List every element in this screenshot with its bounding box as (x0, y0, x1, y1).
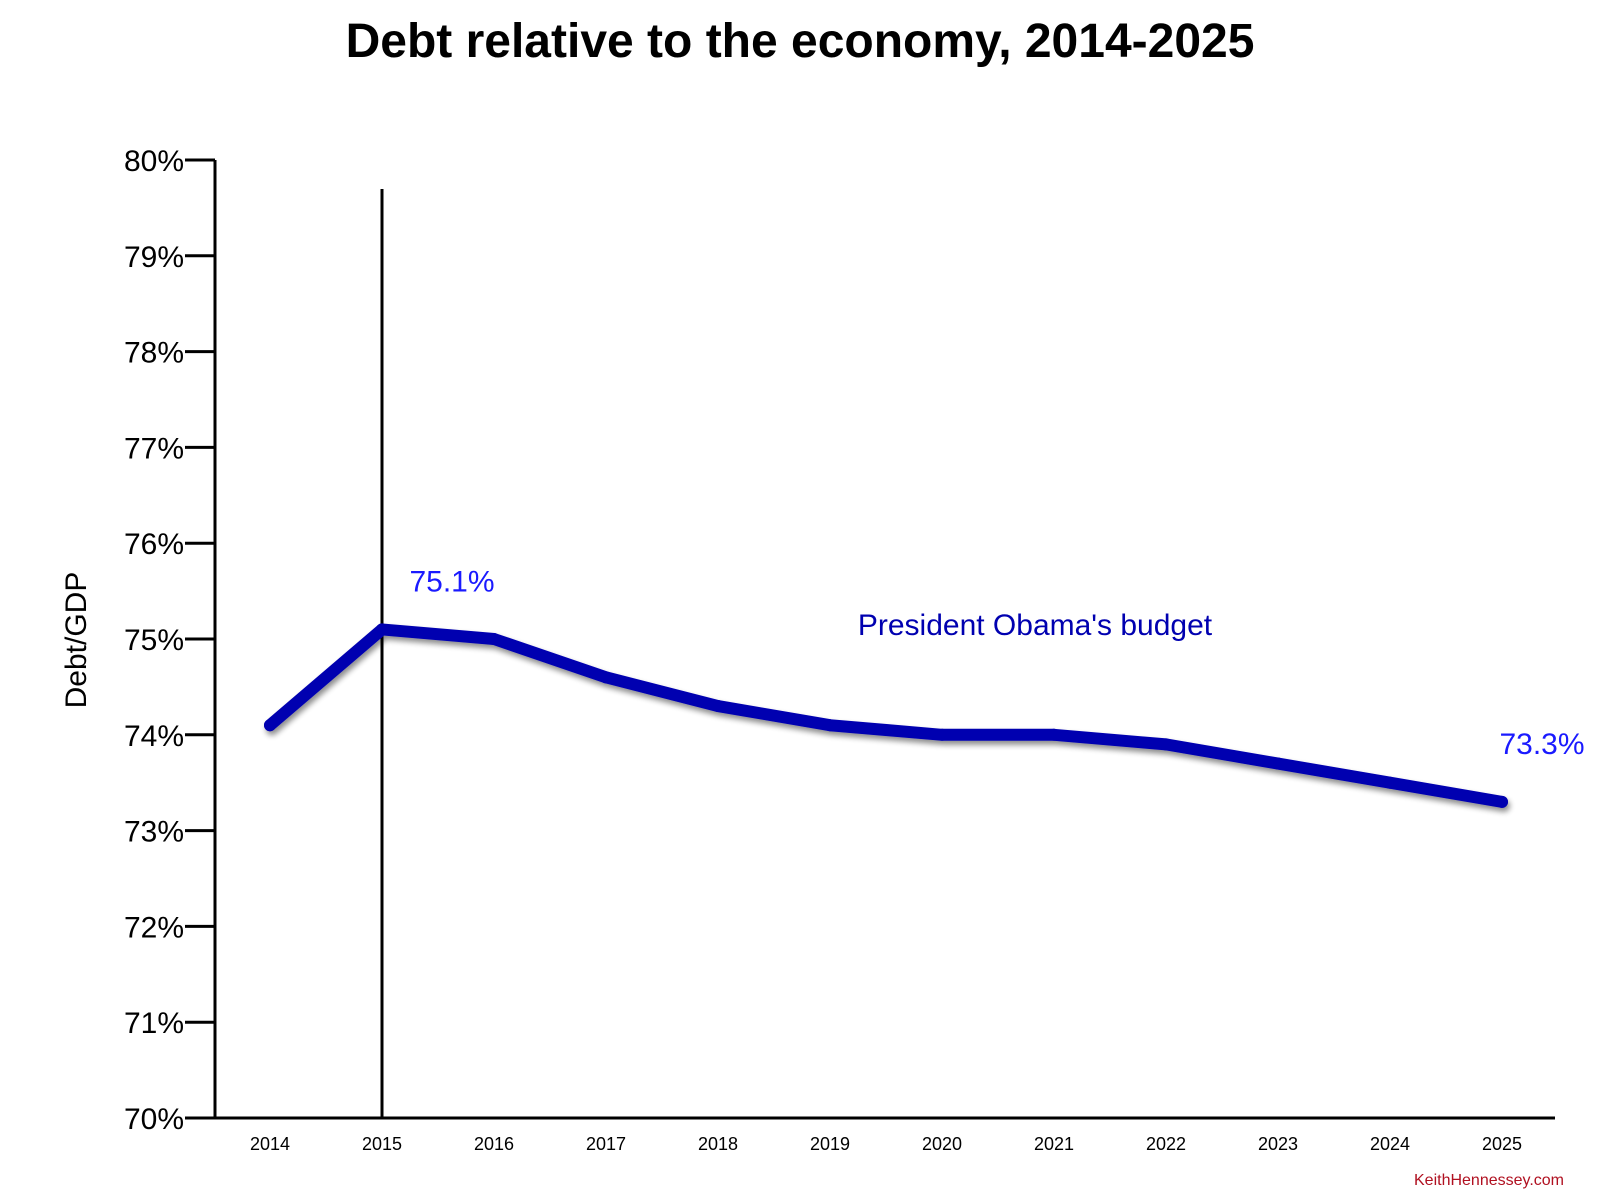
y-tick-label: 78% (124, 337, 184, 370)
y-tick-label: 76% (124, 528, 184, 561)
y-tick-label: 73% (124, 816, 184, 849)
y-tick-label: 77% (124, 432, 184, 465)
x-tick-label: 2023 (1258, 1134, 1298, 1154)
x-tick-label: 2018 (698, 1134, 738, 1154)
data-point (488, 633, 500, 645)
data-point (376, 623, 388, 636)
annotation-group: 75.1% 73.3% President Obama's budget (409, 565, 1584, 760)
annotation-label: 73.3% (1499, 728, 1584, 761)
data-point (1384, 776, 1396, 789)
y-tick-label: 70% (124, 1103, 184, 1136)
chart-title: Debt relative to the economy, 2014-2025 (345, 15, 1255, 68)
source-credit: KeithHennessey.com (1414, 1172, 1564, 1189)
x-tick-label: 2025 (1482, 1134, 1522, 1154)
x-tick-label: 2019 (810, 1134, 850, 1154)
y-tick-label: 71% (124, 1007, 184, 1040)
x-tick-label: 2014 (250, 1134, 290, 1154)
data-point (712, 700, 724, 713)
data-point (1048, 728, 1060, 741)
y-tick-label: 80% (124, 145, 184, 178)
data-point (264, 719, 276, 732)
data-point (824, 719, 836, 732)
x-tick-label: 2021 (1034, 1134, 1074, 1154)
annotation-label: President Obama's budget (858, 609, 1213, 642)
data-point (1272, 757, 1284, 770)
annotation-label: 75.1% (409, 565, 494, 598)
series-line (264, 623, 1508, 808)
x-tick-label: 2015 (362, 1134, 402, 1154)
y-tick-label: 74% (124, 720, 184, 753)
y-tick-label: 75% (124, 624, 184, 657)
x-tick-label: 2017 (586, 1134, 626, 1154)
x-tick-label: 2016 (474, 1134, 514, 1154)
x-tick-label: 2022 (1146, 1134, 1186, 1154)
x-tick-label: 2024 (1370, 1134, 1410, 1154)
y-tick-label: 72% (124, 911, 184, 944)
data-point (936, 728, 948, 741)
data-point (1160, 738, 1172, 751)
series-group (264, 623, 1508, 808)
x-tick-label: 2020 (922, 1134, 962, 1154)
data-point (1496, 795, 1508, 808)
tick-group: 70% 71% 72% 73% 74% 75% 76% 77% 78% 79% 80% 2014 201… (124, 145, 1522, 1154)
y-tick-label: 79% (124, 241, 184, 274)
data-point (600, 671, 612, 684)
